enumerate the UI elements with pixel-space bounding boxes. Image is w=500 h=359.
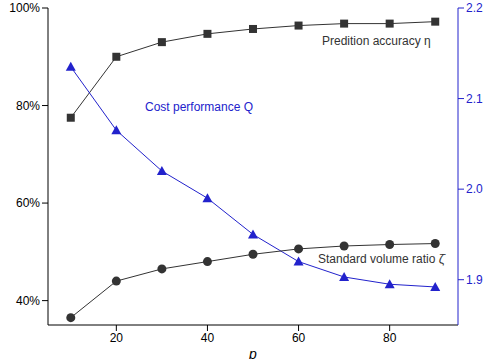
svg-text:80: 80 xyxy=(383,331,397,345)
svg-text:2.2: 2.2 xyxy=(466,1,483,15)
svg-text:p: p xyxy=(248,346,257,359)
svg-text:80%: 80% xyxy=(16,99,40,113)
svg-text:40%: 40% xyxy=(16,294,40,308)
svg-text:60%: 60% xyxy=(16,196,40,210)
svg-text:60: 60 xyxy=(292,331,306,345)
svg-text:20: 20 xyxy=(110,331,124,345)
svg-text:1.9: 1.9 xyxy=(466,273,483,287)
svg-text:40: 40 xyxy=(201,331,215,345)
html-text:Cost performance Q: Cost performance Q xyxy=(145,100,253,114)
svg-text:100%: 100% xyxy=(9,1,40,15)
html-text:Standard volume ratio ζ̄: Standard volume ratio ζ̄ xyxy=(318,252,444,266)
svg-text:2.0: 2.0 xyxy=(466,182,483,196)
svg-text:2.1: 2.1 xyxy=(466,92,483,106)
html-text:Predition accuracy η: Predition accuracy η xyxy=(322,34,431,48)
